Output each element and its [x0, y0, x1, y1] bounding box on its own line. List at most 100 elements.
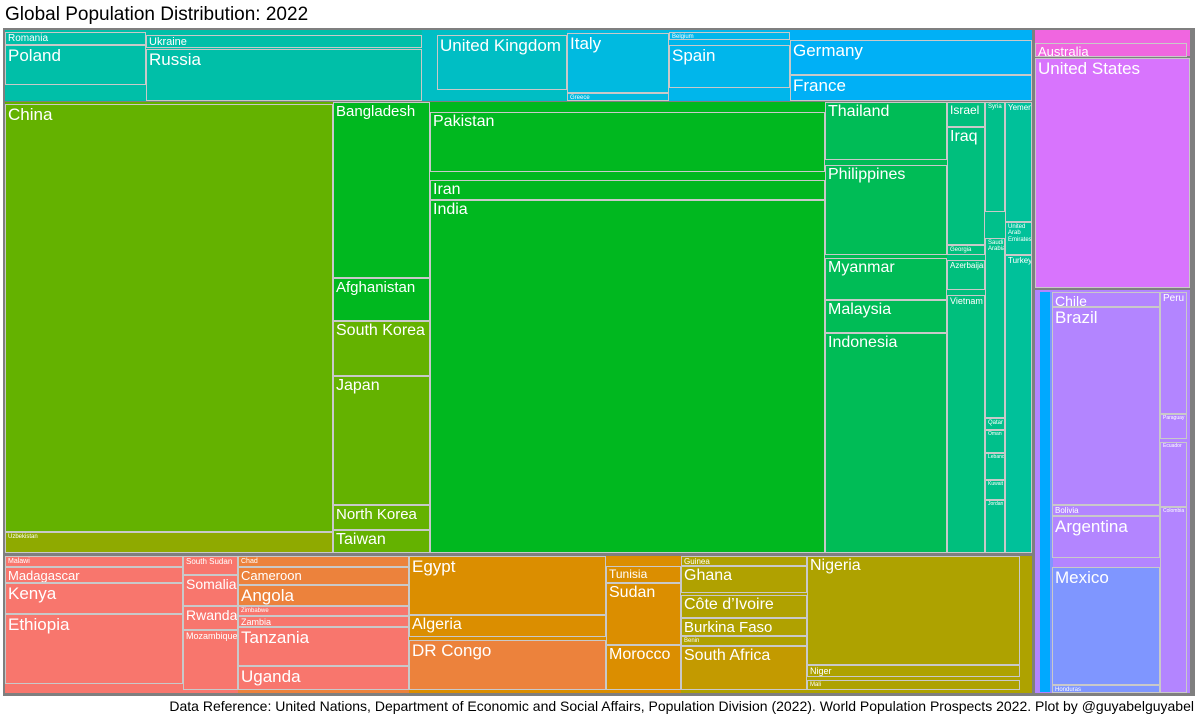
cell-label: Angola	[241, 586, 294, 605]
treemap-cell: North Korea	[333, 505, 430, 530]
treemap-cell: Egypt	[409, 556, 606, 615]
cell-label: North Korea	[336, 506, 417, 523]
treemap-cell: Uzbekistan	[5, 532, 333, 553]
treemap-cell: Philippines	[825, 165, 947, 255]
cell-label: Chile	[1055, 293, 1087, 307]
treemap-cell: South Sudan	[183, 556, 238, 575]
treemap-cell: Lebanon	[985, 453, 1005, 480]
cell-label: Yemen	[1008, 103, 1032, 112]
treemap-cell: Burkina Faso	[681, 618, 807, 636]
cell-label: United Kingdom	[440, 36, 561, 55]
cell-label: Benin	[684, 638, 700, 644]
treemap-cell: Mexico	[1052, 567, 1160, 685]
treemap-cell: Taiwan	[333, 530, 430, 553]
treemap-cell: Australia	[1035, 43, 1187, 57]
treemap-cell: Indonesia	[825, 333, 947, 553]
treemap-cell: Pakistan	[430, 112, 825, 172]
cell-label: United States	[1038, 59, 1141, 78]
cell-label: Niger	[810, 666, 832, 676]
cell-label: Japan	[336, 377, 380, 394]
treemap-cell: Israel	[947, 102, 985, 127]
cell-label: Iraq	[950, 128, 978, 145]
cell-label: South Africa	[684, 647, 771, 664]
treemap-cell: Belgium	[669, 32, 790, 40]
treemap-cell: China	[5, 104, 333, 532]
cell-label: Thailand	[828, 103, 890, 120]
cell-label: Algeria	[412, 616, 462, 633]
treemap-cell: Germany	[790, 40, 1032, 75]
cell-label: Tunisia	[609, 567, 648, 581]
cell-label: Colombia	[1163, 508, 1185, 514]
treemap-cell: Saudi Arabia	[985, 238, 1005, 418]
cell-label: Malaysia	[828, 301, 892, 318]
treemap-cell: Zambia	[238, 616, 409, 627]
cell-label: Guinea	[684, 557, 710, 566]
cell-label: Kenya	[8, 584, 57, 603]
cell-label: Poland	[8, 46, 61, 65]
cell-label: Russia	[149, 50, 201, 69]
cell-label: Bolivia	[1055, 506, 1079, 515]
cell-label: Jordan	[988, 501, 1004, 507]
treemap-cell: DR Congo	[409, 640, 606, 690]
cell-label: Burkina Faso	[684, 619, 773, 636]
cell-label: Georgia	[950, 247, 972, 253]
cell-label: Brazil	[1055, 308, 1098, 327]
cell-label: Chad	[241, 558, 258, 565]
treemap-cell: Azerbaijan	[947, 260, 985, 290]
cell-label: Taiwan	[336, 531, 386, 548]
cell-label: Zimbabwe	[241, 608, 269, 614]
cell-label: Madagascar	[8, 568, 80, 583]
cell-label: Zambia	[241, 617, 272, 627]
treemap-cell: Madagascar	[5, 567, 183, 583]
cell-label: Australia	[1038, 44, 1089, 57]
cell-label: Azerbaijan	[950, 261, 985, 270]
cell-label: Uzbekistan	[8, 534, 38, 540]
treemap-cell: Uganda	[238, 666, 409, 690]
treemap-cell: Bangladesh	[333, 102, 430, 278]
treemap-cell: Myanmar	[825, 258, 947, 300]
cell-label: Honduras	[1055, 687, 1082, 693]
cell-label: Ecuador	[1163, 443, 1182, 449]
cell-label: South Korea	[336, 322, 425, 339]
cell-label: Myanmar	[828, 259, 895, 276]
cell-label: Cameroon	[241, 568, 302, 583]
cell-label: Israel	[950, 103, 980, 117]
cell-label: Belgium	[672, 34, 694, 40]
cell-label: DR Congo	[412, 641, 492, 660]
treemap-cell: Tanzania	[238, 627, 409, 666]
cell-label: Vietnam	[950, 296, 983, 306]
treemap-cell: Russia	[146, 49, 422, 101]
region-block	[422, 30, 437, 101]
treemap-cell: Guinea	[681, 556, 807, 566]
treemap-cell: Spain	[669, 45, 790, 88]
cell-label: Paraguay	[1163, 415, 1185, 421]
treemap-cell: Turkey	[1005, 255, 1032, 553]
treemap-cell: Kuwait	[985, 480, 1005, 500]
treemap-cell: Thailand	[825, 102, 947, 160]
treemap-cell: Algeria	[409, 615, 606, 637]
cell-label: Germany	[793, 41, 863, 60]
treemap-cell: Chad	[238, 556, 409, 567]
treemap-cell: Brazil	[1052, 307, 1160, 505]
cell-label: Lebanon	[988, 454, 1005, 460]
cell-label: Oman	[988, 431, 1002, 437]
treemap-cell: Oman	[985, 430, 1005, 453]
treemap-cell: Vietnam	[947, 295, 985, 553]
treemap-cell: Yemen	[1005, 102, 1032, 222]
treemap-cell: Peru	[1160, 292, 1187, 414]
cell-label: Bangladesh	[336, 103, 416, 120]
treemap-cell: Georgia	[947, 245, 985, 255]
treemap-cell: South Africa	[681, 646, 807, 690]
treemap-cell: Rwanda	[183, 606, 238, 630]
cell-label: Spain	[672, 46, 716, 65]
treemap-cell: Romania	[5, 32, 146, 45]
cell-label: Philippines	[828, 166, 906, 183]
chart-title: Global Population Distribution: 2022	[5, 4, 309, 25]
region-block	[1040, 292, 1050, 692]
treemap-cell: India	[430, 200, 825, 553]
cell-label: Argentina	[1055, 517, 1128, 536]
treemap-cell: Zimbabwe	[238, 606, 409, 616]
treemap-cell: Greece	[567, 93, 669, 101]
treemap-cell: Niger	[807, 665, 1020, 677]
